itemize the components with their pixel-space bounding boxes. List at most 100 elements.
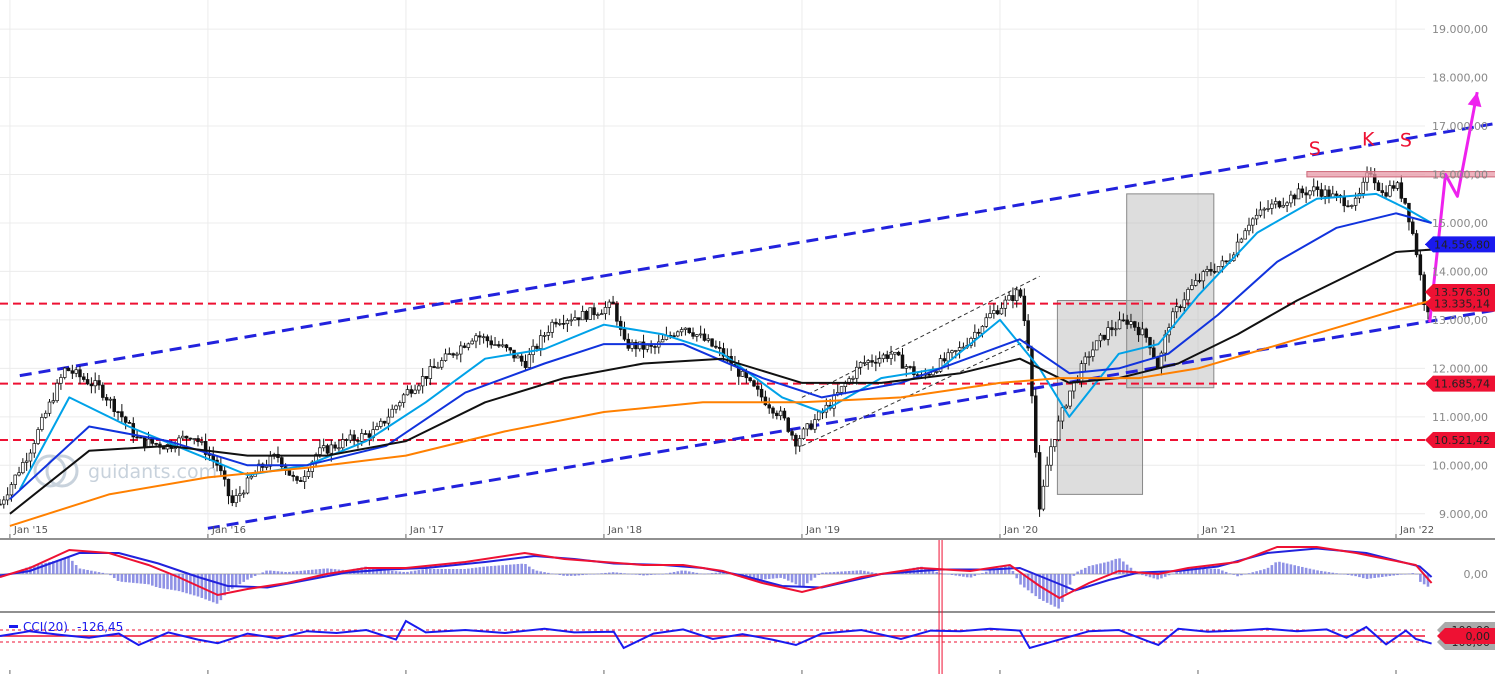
candle-body <box>108 398 113 401</box>
macd-histogram-bar <box>478 567 482 574</box>
candle-body <box>62 367 67 378</box>
macd-histogram-bar <box>558 574 562 576</box>
candle-body <box>470 340 474 345</box>
macd-histogram-bar <box>714 572 718 574</box>
macd-histogram-bar <box>695 572 699 574</box>
macd-histogram-bar <box>1106 561 1110 574</box>
level-badges: 14.556,8013.576,3013.335,1411.685,7410.5… <box>1425 236 1495 449</box>
candle-body <box>797 438 802 447</box>
candle-body <box>679 329 684 333</box>
candle-body <box>954 350 958 352</box>
macd-histogram-bar <box>227 574 230 592</box>
macd-histogram-bar <box>189 574 192 595</box>
candle-body <box>101 384 105 398</box>
macd-histogram-bar <box>977 574 980 575</box>
macd-histogram-bar <box>63 558 67 574</box>
candle-body <box>1350 205 1354 207</box>
macd-histogram-bar <box>276 571 280 574</box>
candle-body <box>1304 192 1308 196</box>
candle-body <box>1083 356 1088 364</box>
macd-histogram-bar <box>588 574 592 575</box>
candle-body <box>1014 289 1019 301</box>
macd-histogram-bar <box>1346 574 1350 575</box>
candle-body <box>584 311 589 320</box>
macd-histogram-bar <box>653 574 657 575</box>
candle-body <box>1091 349 1095 357</box>
watermark-logo-icon-2 <box>45 454 79 488</box>
candle-body <box>1197 280 1202 282</box>
macd-histogram-bar <box>581 574 584 576</box>
candle-body <box>676 331 680 337</box>
candle-body <box>1292 194 1297 200</box>
candle-body <box>1178 306 1183 309</box>
macd-histogram-bar <box>1221 570 1224 574</box>
candle-body <box>546 332 551 336</box>
candle-body <box>756 385 760 390</box>
macd-histogram-bar <box>984 571 988 574</box>
macd-histogram-bar <box>177 574 181 592</box>
macd-histogram-bar <box>562 574 565 576</box>
macd-histogram-bar <box>642 574 645 576</box>
macd-histogram-bar <box>752 574 756 579</box>
time-tick-label: Jan '22 <box>1399 525 1434 536</box>
macd-histogram-bar <box>204 574 207 600</box>
macd-histogram-bar <box>425 569 428 574</box>
macd-histogram-bar <box>501 565 504 574</box>
macd-histogram-bar <box>74 565 78 574</box>
macd-histogram-bar <box>1095 564 1098 574</box>
candle-body <box>622 329 627 340</box>
candle-body <box>245 477 250 494</box>
candle-body <box>717 346 722 349</box>
candle-body <box>1190 285 1194 290</box>
candle-body <box>1121 319 1126 322</box>
macd-histogram-bar <box>1217 569 1220 574</box>
price-axis[interactable]: 9.000,00 10.000,00 11.000,00 12.000,00 13.00… <box>1432 23 1488 521</box>
macd-histogram-bar <box>173 574 177 591</box>
macd-panel: 0,00 <box>0 540 1488 674</box>
macd-histogram-bar <box>1083 567 1087 574</box>
candle-body <box>1140 328 1145 336</box>
macd-histogram-bar <box>1320 570 1323 574</box>
thin-channel-upper <box>801 275 1040 398</box>
candle-body <box>181 435 185 439</box>
macd-histogram-bar <box>615 572 619 574</box>
macd-histogram-bar <box>413 570 417 574</box>
macd-histogram-bar <box>238 574 242 585</box>
candle-body <box>230 495 235 504</box>
cci-panel: -100,00100,000,00 <box>0 619 1495 650</box>
macd-histogram-bar <box>421 569 424 574</box>
macd-histogram-bar <box>844 571 847 574</box>
cci-zero-label: 0,00 <box>1466 630 1491 643</box>
macd-histogram-bar <box>935 571 939 574</box>
macd-histogram-bar <box>280 571 284 574</box>
macd-histogram-bar <box>154 574 158 587</box>
macd-histogram-bar <box>116 574 120 581</box>
candle-body <box>428 366 433 379</box>
pattern-label: S <box>1309 138 1321 160</box>
macd-histogram-bar <box>1407 573 1411 575</box>
candle-body <box>946 352 950 362</box>
candle-body <box>881 354 886 359</box>
macd-histogram-bar <box>1198 569 1201 574</box>
macd-histogram-bar <box>505 564 508 574</box>
candle-body <box>447 353 452 355</box>
candle-body <box>565 320 570 325</box>
candle-body <box>1308 190 1312 196</box>
macd-histogram-bar <box>874 572 878 574</box>
candle-body <box>1060 407 1065 422</box>
candle-body <box>599 313 604 316</box>
macd-histogram-bar <box>870 572 874 574</box>
macd-histogram-bar <box>726 573 729 574</box>
candle-body <box>1209 269 1213 272</box>
candle-body <box>9 484 14 496</box>
candle-body <box>843 383 848 387</box>
macd-histogram-bar <box>1274 562 1277 574</box>
candle-body <box>588 307 592 320</box>
macd-histogram-bar <box>1259 570 1262 574</box>
candle-body <box>1251 218 1255 226</box>
candle-body <box>462 345 467 348</box>
candle-body <box>885 354 890 359</box>
candle-body <box>375 426 379 431</box>
macd-histogram-bar <box>1099 563 1102 574</box>
